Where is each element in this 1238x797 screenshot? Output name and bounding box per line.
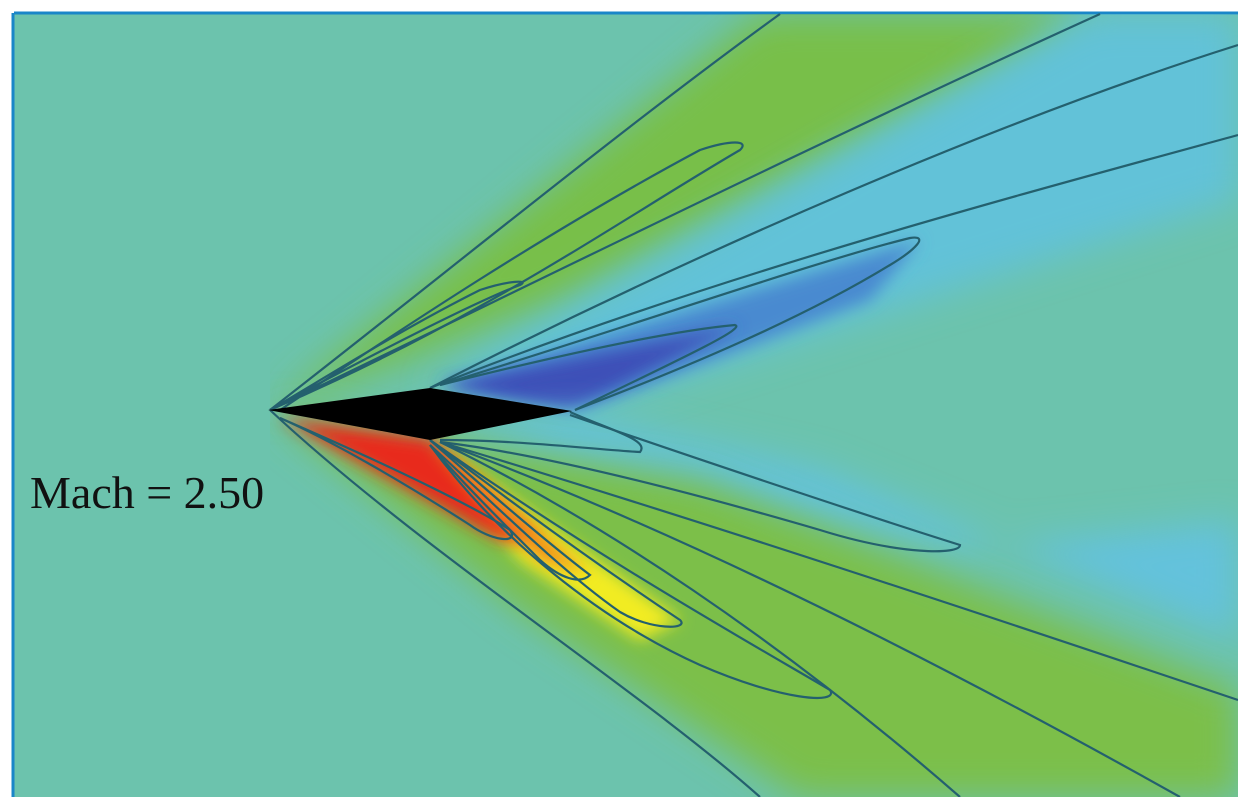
mach-label: Mach = 2.50 xyxy=(30,467,264,518)
page: Mach = 2.50 (() => { const data = JSON.p… xyxy=(0,0,1238,797)
mach-contour-image: Mach = 2.50 xyxy=(0,0,1238,797)
